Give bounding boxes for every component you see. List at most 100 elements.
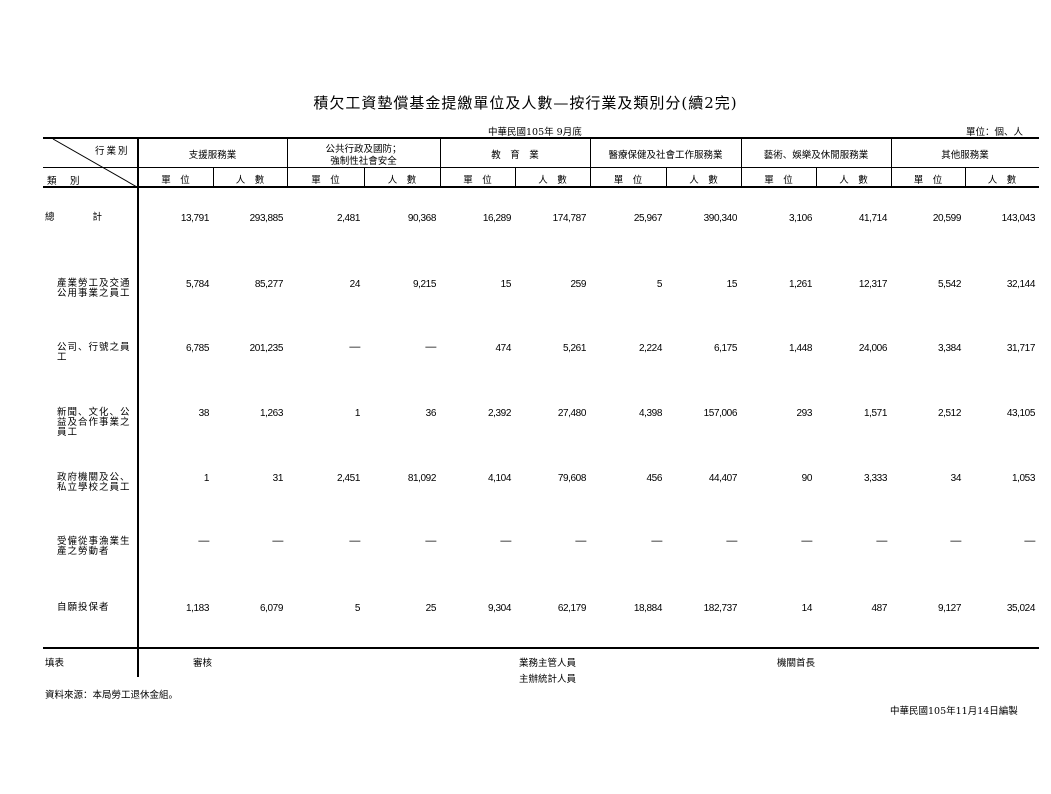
table-cell: 6,175 bbox=[713, 343, 737, 354]
table-cell: 5,542 bbox=[937, 279, 961, 290]
persons-subheader: 人 數 bbox=[235, 175, 265, 186]
footer-stats-chief: 主辦統計人員 bbox=[519, 674, 577, 685]
table-cell: 1,261 bbox=[788, 279, 812, 290]
subcol-divider bbox=[666, 168, 667, 187]
table-cell: 24,006 bbox=[858, 343, 888, 354]
table-cell: 38 bbox=[198, 408, 210, 419]
table-cell: 25 bbox=[425, 603, 437, 614]
units-subheader: 單 位 bbox=[311, 175, 340, 186]
table-cell: 1,263 bbox=[259, 408, 283, 419]
table-cell: 487 bbox=[871, 603, 888, 614]
table-cell: 32,144 bbox=[1006, 279, 1036, 290]
group-divider bbox=[287, 138, 288, 187]
table-cell: 5,261 bbox=[562, 343, 586, 354]
table-cell: — bbox=[651, 535, 662, 547]
table-cell: 34 bbox=[950, 473, 962, 484]
stub-bottom-label: 類 別 bbox=[47, 176, 82, 187]
table-cell: 143,043 bbox=[1001, 213, 1036, 224]
footer-review: 審核 bbox=[193, 658, 213, 669]
date-line: 中華民國105年 9月底 bbox=[488, 127, 582, 138]
table-cell: 9,127 bbox=[937, 603, 961, 614]
table-cell: 456 bbox=[646, 473, 663, 484]
table-cell: 2,451 bbox=[336, 473, 360, 484]
table-cell: 31 bbox=[272, 473, 284, 484]
table-cell: 18,884 bbox=[633, 603, 663, 614]
table-cell: — bbox=[1024, 535, 1035, 547]
table-top-border bbox=[43, 137, 1039, 139]
table-cell: 13,791 bbox=[180, 213, 210, 224]
table-cell: 4,104 bbox=[487, 473, 511, 484]
row-label: 公司、行號之員工 bbox=[57, 342, 131, 363]
table-cell: 259 bbox=[570, 279, 587, 290]
report-title: 積欠工資墊償基金提繳單位及人數—按行業及類別分(續2完) bbox=[313, 94, 738, 112]
table-cell: 16,289 bbox=[482, 213, 512, 224]
industry-header-line2: 強制性社會安全 bbox=[330, 156, 397, 167]
persons-subheader: 人 數 bbox=[839, 175, 868, 186]
table-cell: 6,079 bbox=[259, 603, 283, 614]
subcol-divider bbox=[364, 168, 365, 187]
footer-fill: 填表 bbox=[45, 658, 65, 669]
table-cell: 3,384 bbox=[937, 343, 961, 354]
table-cell: 27,480 bbox=[557, 408, 587, 419]
table-cell: — bbox=[950, 535, 961, 547]
header-bottom-border bbox=[43, 186, 1039, 188]
persons-subheader: 人 數 bbox=[987, 175, 1017, 186]
table-cell: 182,737 bbox=[703, 603, 738, 614]
table-cell: — bbox=[425, 341, 436, 353]
table-cell: 81,092 bbox=[407, 473, 437, 484]
stub-divider bbox=[137, 138, 139, 648]
table-cell: 24 bbox=[349, 279, 361, 290]
table-cell: 293,885 bbox=[249, 213, 284, 224]
table-cell: — bbox=[425, 535, 436, 547]
compiled-date: 中華民國105年11月14日編製 bbox=[890, 706, 1018, 717]
row-label: 產業勞工及交通公用事業之員工 bbox=[57, 278, 131, 299]
table-cell: 2,224 bbox=[638, 343, 662, 354]
units-subheader: 單 位 bbox=[764, 175, 793, 186]
group-divider bbox=[590, 138, 591, 187]
table-cell: 474 bbox=[495, 343, 512, 354]
table-cell: 2,481 bbox=[336, 213, 360, 224]
footer-business-chief: 業務主管人員 bbox=[519, 658, 577, 669]
table-cell: 3,106 bbox=[788, 213, 812, 224]
table-cell: 1,571 bbox=[863, 408, 887, 419]
table-cell: 6,785 bbox=[185, 343, 209, 354]
table-cell: 90 bbox=[801, 473, 813, 484]
table-cell: — bbox=[349, 341, 360, 353]
footer-divider bbox=[137, 649, 139, 677]
table-cell: 201,235 bbox=[249, 343, 284, 354]
units-subheader: 單 位 bbox=[161, 175, 190, 186]
stub-top-label: 行業別 bbox=[95, 146, 130, 157]
unit-line: 單位：個、人 bbox=[966, 127, 1024, 138]
table-cell: 41,714 bbox=[858, 213, 888, 224]
units-subheader: 單 位 bbox=[613, 175, 643, 186]
table-cell: 293 bbox=[796, 408, 813, 419]
subcol-divider bbox=[515, 168, 516, 187]
group-divider bbox=[891, 138, 892, 187]
table-cell: 25,967 bbox=[633, 213, 663, 224]
units-subheader: 單 位 bbox=[913, 175, 943, 186]
table-cell: 44,407 bbox=[708, 473, 738, 484]
industry-header: 公共行政及國防； bbox=[325, 144, 402, 155]
table-cell: 390,340 bbox=[703, 213, 738, 224]
group-divider bbox=[440, 138, 441, 187]
table-cell: — bbox=[801, 535, 812, 547]
table-cell: 43,105 bbox=[1006, 408, 1036, 419]
header-mid-line bbox=[43, 167, 1039, 168]
table-cell: 1,183 bbox=[185, 603, 209, 614]
industry-header: 其他服務業 bbox=[941, 150, 989, 161]
units-subheader: 單 位 bbox=[463, 175, 492, 186]
stub-diagonal bbox=[52, 139, 138, 187]
table-cell: 31,717 bbox=[1006, 343, 1036, 354]
table-cell: 90,368 bbox=[407, 213, 437, 224]
table-cell: 62,179 bbox=[557, 603, 587, 614]
industry-header: 醫療保健及社會工作服務業 bbox=[608, 150, 723, 161]
table-cell: 85,277 bbox=[254, 279, 284, 290]
table-cell: 35,024 bbox=[1006, 603, 1036, 614]
table-cell: 2,392 bbox=[487, 408, 511, 419]
table-cell: 9,304 bbox=[487, 603, 511, 614]
table-cell: — bbox=[575, 535, 586, 547]
table-cell: 9,215 bbox=[412, 279, 436, 290]
data-source-note: 資料來源：本局勞工退休金組。 bbox=[45, 690, 179, 701]
table-cell: 5 bbox=[656, 279, 663, 290]
row-label: 自願投保者 bbox=[57, 602, 110, 613]
